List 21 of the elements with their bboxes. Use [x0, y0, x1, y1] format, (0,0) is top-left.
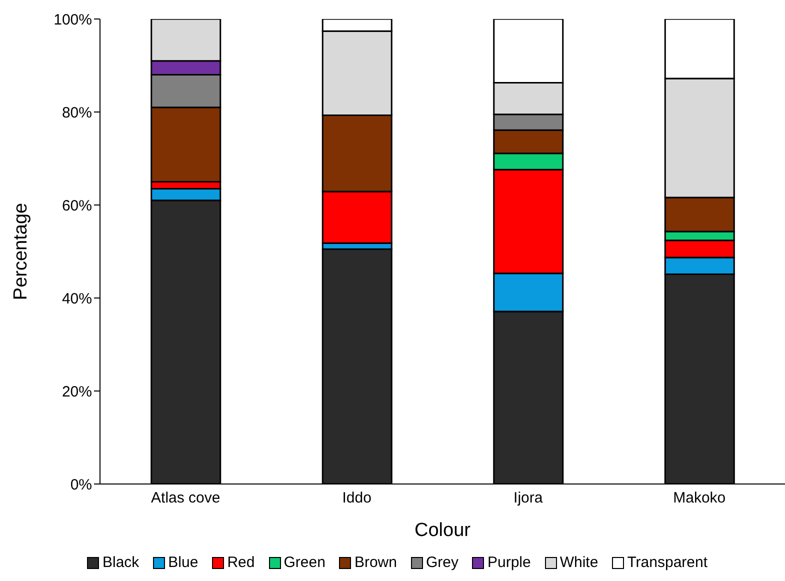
legend-label: Red [226, 554, 255, 571]
y-tick-label: 80% [62, 104, 92, 122]
y-tick-label: 0% [70, 476, 92, 494]
x-axis-title: Colour [414, 520, 472, 541]
y-tick-label: 60% [62, 197, 92, 214]
x-tick-label: Makoko [673, 490, 726, 507]
legend-label: Purple [486, 554, 531, 571]
x-tick-label: Iddo [342, 490, 372, 507]
legend-label: Blue [167, 554, 198, 571]
legend-label: Black [101, 554, 140, 571]
y-tick-label: 40% [62, 290, 92, 308]
y-tick-label: 20% [62, 383, 92, 400]
legend-label: Brown [353, 554, 397, 571]
legend-label: Transparent [626, 554, 708, 571]
x-tick-label: Ijora [514, 490, 544, 507]
y-tick-label: 100% [54, 11, 92, 28]
x-tick-label: Atlas cove [151, 490, 220, 507]
legend-label: White [558, 554, 598, 571]
legend-label: Grey [424, 554, 458, 571]
y-axis-title: Percentage [10, 202, 32, 300]
legend-label: Green [282, 554, 326, 571]
